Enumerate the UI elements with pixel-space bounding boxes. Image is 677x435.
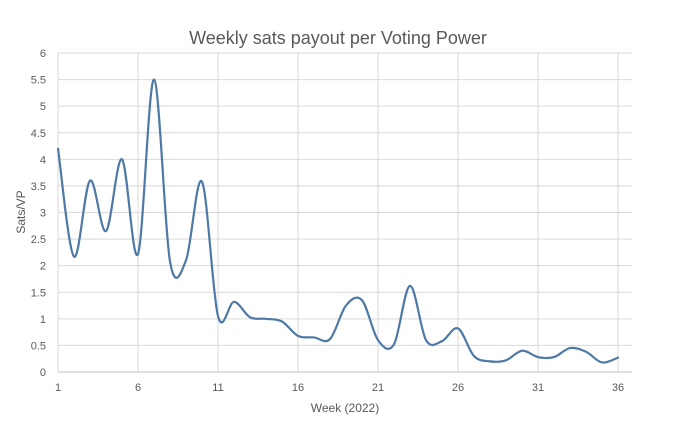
y-tick-label: 0.5 <box>31 340 46 352</box>
y-tick-label: 5.5 <box>31 75 46 87</box>
x-tick-label: 6 <box>135 382 141 394</box>
y-tick-label: 1 <box>40 314 46 326</box>
chart-title: Weekly sats payout per Voting Power <box>189 28 487 48</box>
y-tick-label: 4 <box>40 154 46 166</box>
y-tick-label: 0 <box>40 367 46 379</box>
x-tick-label: 31 <box>532 382 544 394</box>
y-tick-label: 2.5 <box>31 234 46 246</box>
series-group <box>58 80 618 363</box>
x-tick-label: 26 <box>452 382 464 394</box>
x-axis-label: Week (2022) <box>311 401 379 415</box>
series-line <box>58 80 618 363</box>
x-axis-ticks: 1 6 11 16 21 26 31 36 <box>55 382 624 394</box>
x-tick-label: 1 <box>55 382 61 394</box>
y-tick-label: 3 <box>40 208 46 220</box>
y-tick-label: 4.5 <box>31 128 46 140</box>
y-tick-label: 2 <box>40 261 46 273</box>
y-axis-ticks: 0 0.5 1 1.5 2 2.5 3 3.5 4 4.5 5 5.5 6 <box>31 48 46 379</box>
y-axis-label: Sats/VP <box>14 190 28 233</box>
x-tick-label: 16 <box>292 382 304 394</box>
x-tick-label: 21 <box>372 382 384 394</box>
y-tick-label: 6 <box>40 48 46 60</box>
y-tick-label: 1.5 <box>31 287 46 299</box>
x-tick-label: 36 <box>612 382 624 394</box>
y-tick-label: 5 <box>40 101 46 113</box>
y-tick-label: 3.5 <box>31 181 46 193</box>
x-tick-label: 11 <box>212 382 223 394</box>
gridlines <box>58 53 632 372</box>
